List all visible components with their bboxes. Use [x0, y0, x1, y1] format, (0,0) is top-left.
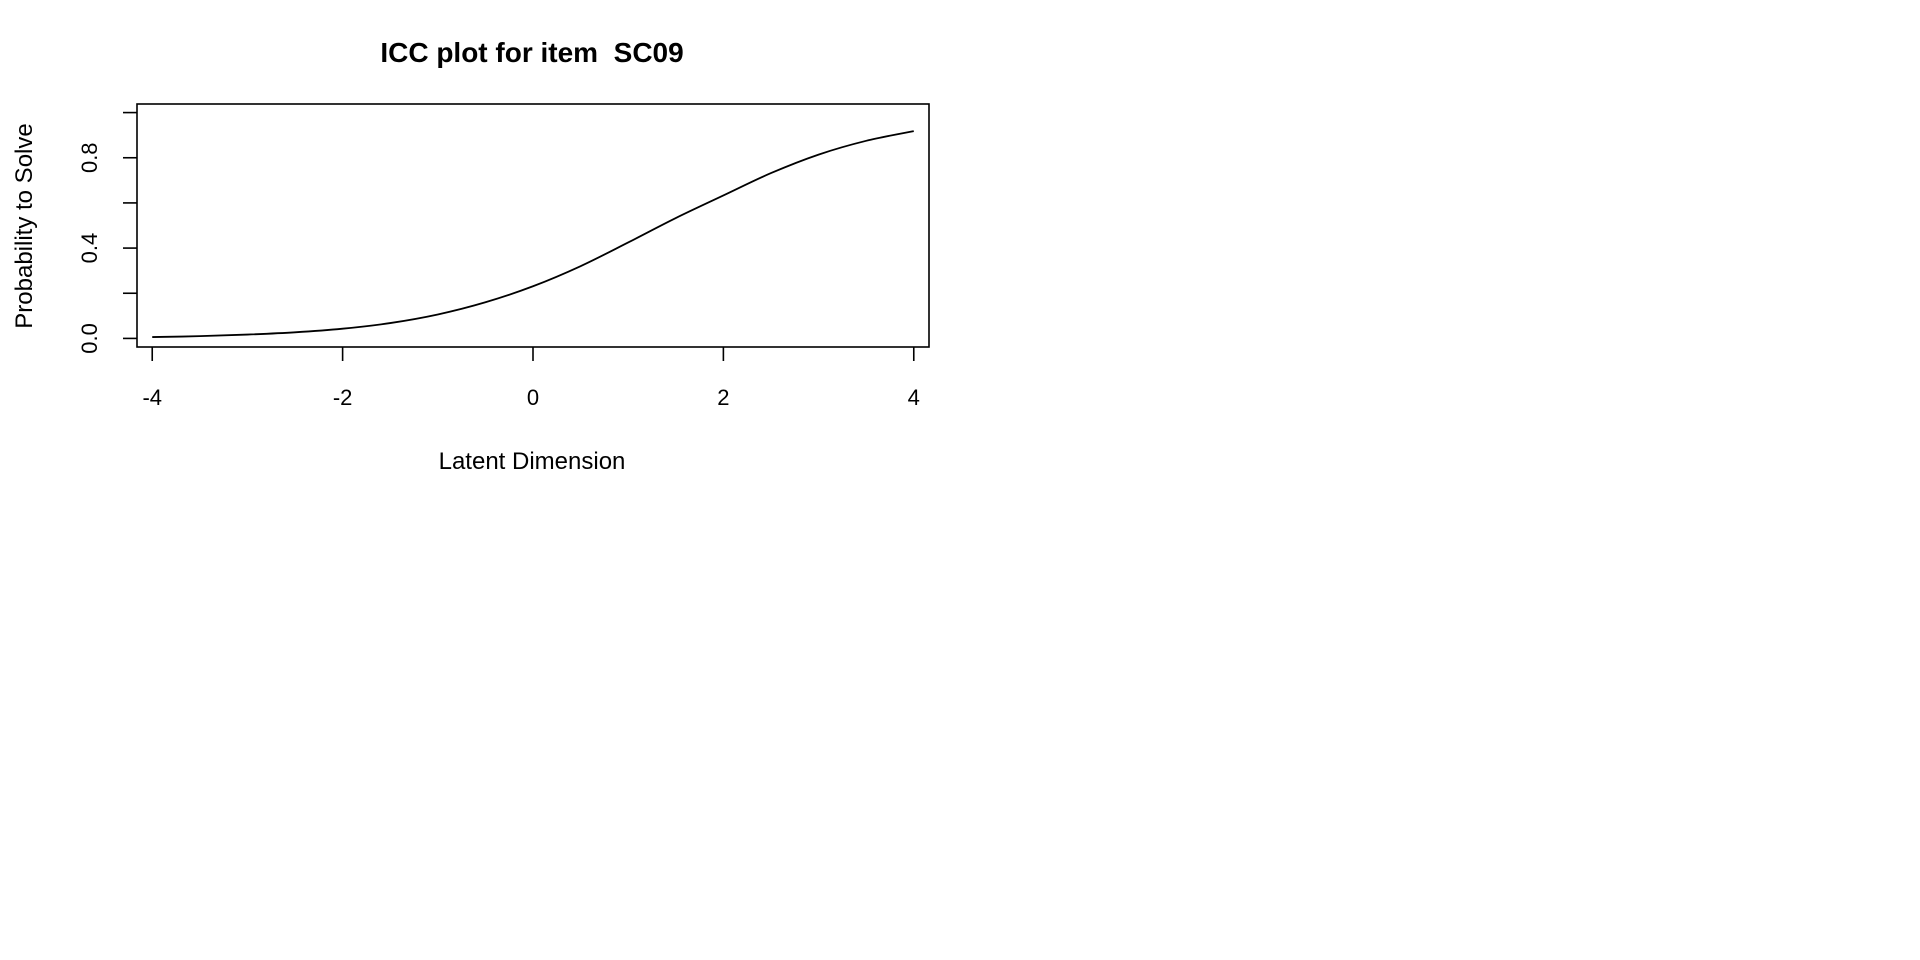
x-axis: -4 -2 0 2 4: [142, 347, 920, 410]
y-tick-label: 0.8: [77, 142, 102, 173]
x-axis-label: Latent Dimension: [439, 448, 626, 475]
x-tick-label: -4: [142, 385, 162, 410]
chart-title: ICC plot for item SC09: [380, 37, 683, 68]
x-tick-label: -2: [333, 385, 353, 410]
series-layer: [152, 130, 914, 338]
plot-frame: [136, 103, 930, 348]
y-tick-label: 0.0: [77, 323, 102, 354]
x-tick-label: 0: [527, 385, 539, 410]
icc-curve: [152, 130, 914, 338]
x-tick-label: 2: [717, 385, 729, 410]
y-axis: 0.0 0.4 0.8: [77, 111, 137, 354]
y-axis-label: Probability to Solve: [11, 123, 38, 328]
x-tick-label: 4: [908, 385, 920, 410]
y-tick-label: 0.4: [77, 233, 102, 264]
